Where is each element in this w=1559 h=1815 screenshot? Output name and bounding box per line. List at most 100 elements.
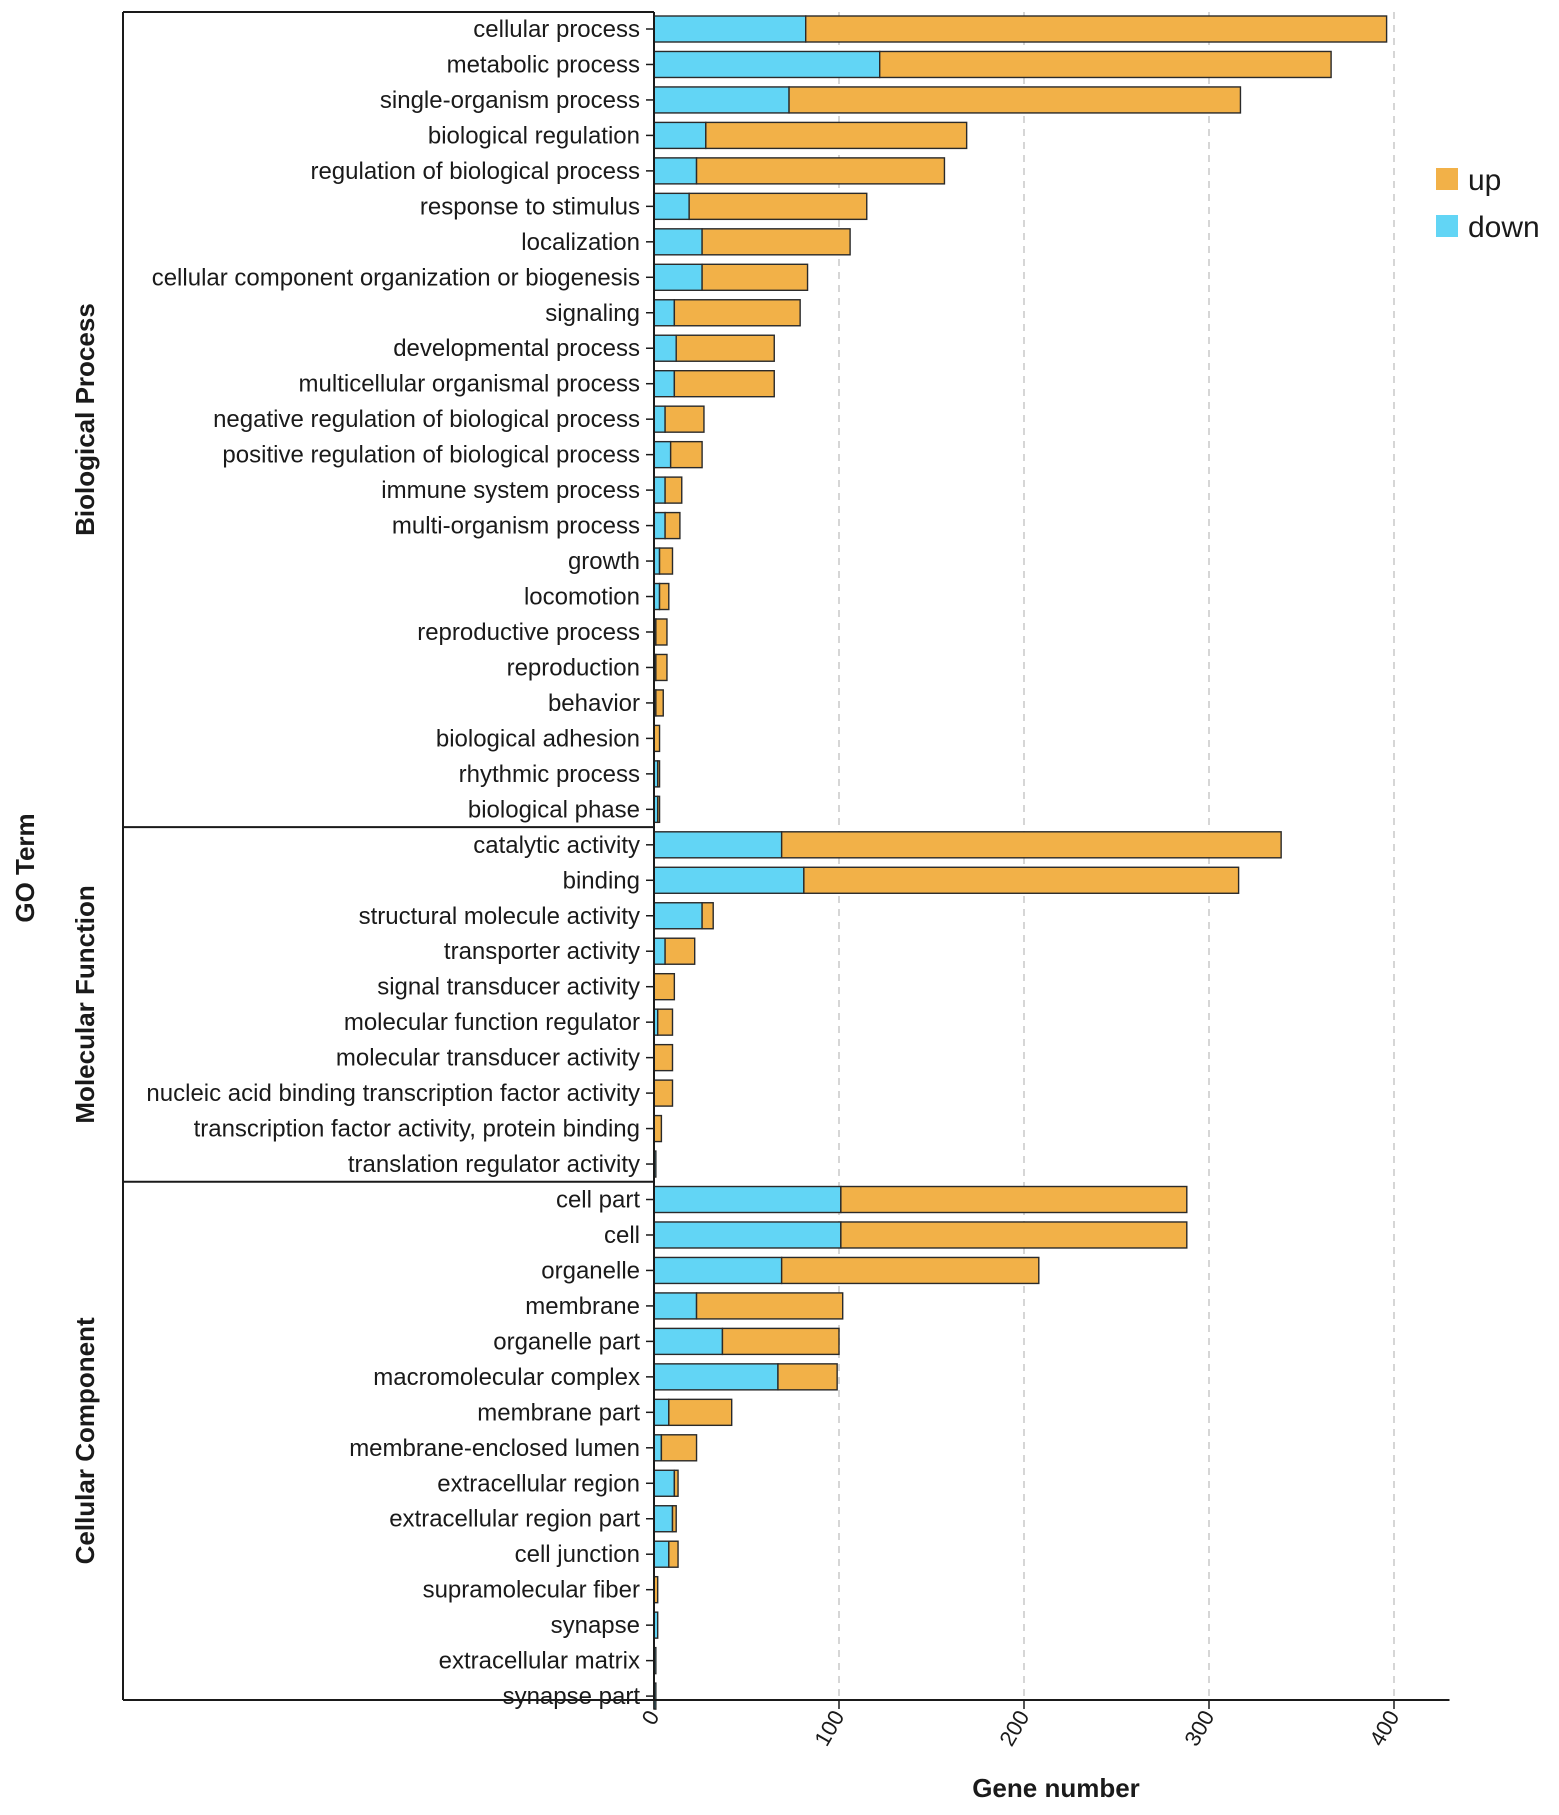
grid-lines [838,12,1395,1700]
bar-down-2-10 [653,1540,670,1568]
category-label: organelle part [493,1328,640,1355]
category-label: extracellular region [437,1470,640,1497]
legend-swatch-down [1436,215,1458,237]
bar-down-2-3 [653,1292,698,1320]
y-axis-title: GO Term [10,813,40,922]
bar-up-0-21 [657,760,661,788]
bar-up-1-6 [653,1043,674,1072]
category-label: regulation of biological process [310,158,640,185]
bar-down-2-7 [653,1434,663,1462]
bar-down-1-2 [653,902,703,930]
category-label: organelle [541,1257,640,1284]
bar-up-0-10 [673,370,775,398]
category-label: extracellular region part [389,1506,640,1533]
bar-down-0-4 [653,157,698,185]
group-label: Biological Process [70,303,100,536]
bar-down-0-0 [653,15,807,43]
bar-up-0-0 [805,15,1388,43]
category-label: cell part [556,1187,640,1214]
category-label: biological regulation [428,122,640,149]
group-label: Molecular Function [70,885,100,1123]
category-label: membrane part [477,1399,640,1426]
bar-down-2-8 [653,1469,676,1497]
bar-up-1-0 [780,831,1282,859]
category-label: structural molecule activity [359,903,640,930]
bar-up-2-8 [673,1469,679,1497]
bar-up-0-8 [673,299,801,327]
category-label: cellular component organization or bioge… [152,264,640,291]
category-label: nucleic acid binding transcription facto… [146,1080,640,1107]
category-label: cellular process [473,16,640,43]
category-label: single-organism process [380,87,640,114]
bar-up-1-1 [803,866,1240,894]
legend-label-down: down [1468,211,1540,244]
bar-up-0-11 [664,405,705,433]
bar-up-0-13 [664,476,683,504]
category-label: localization [521,229,640,256]
bar-down-1-1 [653,866,805,894]
bar-up-0-7 [701,263,809,291]
bar-down-1-3 [653,937,666,965]
bar-up-1-4 [653,972,676,1001]
bar-down-2-9 [653,1505,674,1533]
category-label: multicellular organismal process [299,371,640,398]
bar-down-0-12 [653,440,672,469]
bar-up-0-18 [655,653,668,682]
legend: up down [1436,164,1540,244]
category-label: reproductive process [417,619,640,646]
x-tick-label: 0 [637,1706,665,1729]
category-label: synapse [551,1612,640,1639]
group-label: Cellular Component [70,1317,100,1564]
bar-down-2-0 [653,1185,842,1214]
bar-down-0-11 [653,405,666,433]
bar-down-2-6 [653,1398,670,1427]
bar-up-0-1 [879,50,1332,79]
category-label: behavior [548,690,640,717]
bar-down-0-3 [653,121,707,150]
category-label: supramolecular fiber [423,1577,640,1604]
bar-up-2-10 [668,1540,679,1568]
category-label: metabolic process [447,51,640,78]
bar-up-1-3 [664,937,696,965]
bar-up-0-14 [664,511,681,540]
bar-up-2-7 [660,1434,698,1462]
bar-up-0-5 [688,192,868,221]
bar-up-0-16 [658,582,670,611]
category-label: positive regulation of biological proces… [222,442,640,469]
bar-down-0-13 [653,476,666,504]
category-label: extracellular matrix [439,1648,640,1675]
x-axis-title: Gene number [972,1773,1140,1803]
x-tick-label: 200 [994,1706,1034,1750]
bar-up-2-0 [840,1185,1188,1214]
bars [653,15,1388,1710]
x-tick-label: 100 [809,1706,849,1750]
category-label: multi-organism process [392,513,640,540]
bar-up-1-7 [653,1079,674,1107]
legend-swatch-up [1436,168,1458,190]
x-tick-label: 400 [1364,1706,1404,1750]
bar-up-2-4 [721,1327,840,1356]
category-label: transporter activity [444,938,640,965]
x-tick-label: 300 [1179,1706,1219,1750]
bar-up-2-9 [671,1505,677,1533]
category-label: macromolecular complex [373,1364,640,1391]
bar-down-2-5 [653,1363,779,1391]
legend-label-up: up [1468,164,1501,197]
bar-up-2-2 [780,1256,1040,1285]
bar-up-0-19 [655,689,664,717]
category-label: growth [568,548,640,575]
category-label: locomotion [524,584,640,611]
bar-up-1-2 [701,902,714,930]
bar-down-0-7 [653,263,703,291]
bar-down-0-5 [653,192,690,221]
bar-down-0-9 [653,334,677,362]
bar-down-0-14 [653,511,666,540]
panel-frame: Biological Process Molecular Function Cell… [70,11,1450,1701]
category-label: molecular transducer activity [336,1045,640,1072]
bar-down-2-1 [653,1221,842,1249]
bar-up-0-17 [655,618,668,646]
category-label: biological phase [468,796,640,823]
category-label: synapse part [503,1683,641,1710]
bar-up-2-6 [668,1398,733,1427]
